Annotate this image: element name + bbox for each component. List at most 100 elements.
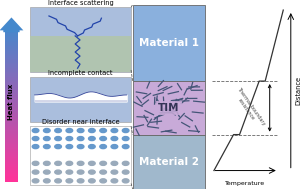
Bar xyxy=(5,28,18,29)
Bar xyxy=(5,121,18,122)
Circle shape xyxy=(100,161,106,165)
Bar xyxy=(5,91,18,93)
Bar xyxy=(5,175,18,177)
Bar xyxy=(5,93,18,94)
FancyArrow shape xyxy=(0,17,23,32)
Bar xyxy=(5,135,18,136)
Bar xyxy=(5,160,18,161)
Bar xyxy=(5,100,18,101)
Bar xyxy=(5,31,18,32)
Bar xyxy=(5,107,18,108)
Bar xyxy=(30,36,131,72)
Circle shape xyxy=(32,179,39,183)
Bar xyxy=(5,138,18,139)
Text: Heat flux: Heat flux xyxy=(8,84,14,120)
Bar xyxy=(5,99,18,100)
Bar xyxy=(5,63,18,64)
Bar xyxy=(5,89,18,90)
Bar xyxy=(5,84,18,85)
Text: Distance: Distance xyxy=(295,76,301,105)
Bar xyxy=(5,73,18,74)
Circle shape xyxy=(32,145,39,149)
Bar xyxy=(5,36,18,37)
Bar xyxy=(5,153,18,154)
Bar xyxy=(5,180,18,182)
Text: Temperature: Temperature xyxy=(225,181,265,186)
Circle shape xyxy=(55,179,61,183)
Bar xyxy=(5,59,18,60)
Text: Interface scattering: Interface scattering xyxy=(48,0,114,6)
Circle shape xyxy=(111,179,118,183)
Bar xyxy=(5,179,18,180)
Bar xyxy=(5,126,18,127)
Bar xyxy=(5,72,18,73)
Bar xyxy=(5,148,18,149)
Bar xyxy=(5,50,18,51)
Circle shape xyxy=(43,129,50,132)
Circle shape xyxy=(77,179,84,183)
Bar xyxy=(5,109,18,111)
Bar xyxy=(5,116,18,117)
Bar xyxy=(5,67,18,68)
Bar xyxy=(5,146,18,147)
Bar xyxy=(5,27,18,28)
Bar xyxy=(5,120,18,121)
Bar xyxy=(5,125,18,126)
Bar xyxy=(5,98,18,99)
Text: Material 2: Material 2 xyxy=(139,157,199,167)
Bar xyxy=(5,115,18,116)
Circle shape xyxy=(77,145,84,149)
Circle shape xyxy=(55,129,61,132)
Circle shape xyxy=(43,136,50,141)
Bar xyxy=(133,81,205,135)
Bar xyxy=(5,104,18,105)
Bar xyxy=(5,131,18,132)
Bar xyxy=(5,105,18,107)
Text: Incomplete contact: Incomplete contact xyxy=(48,70,113,77)
Bar xyxy=(5,58,18,59)
Bar xyxy=(5,69,18,70)
Circle shape xyxy=(43,179,50,183)
Bar xyxy=(5,101,18,103)
Circle shape xyxy=(122,170,129,174)
Bar xyxy=(5,132,18,134)
Circle shape xyxy=(32,170,39,174)
Bar xyxy=(5,124,18,125)
Bar xyxy=(5,140,18,142)
Bar xyxy=(133,135,205,189)
Circle shape xyxy=(122,179,129,183)
Circle shape xyxy=(122,161,129,165)
Text: Material 1: Material 1 xyxy=(139,38,199,48)
Bar xyxy=(5,162,18,163)
Bar xyxy=(5,173,18,174)
Bar xyxy=(5,130,18,131)
Text: Thermal boundary
resistance: Thermal boundary resistance xyxy=(231,86,266,129)
Circle shape xyxy=(55,145,61,149)
Bar xyxy=(5,167,18,169)
Bar xyxy=(5,171,18,173)
Bar xyxy=(5,163,18,165)
Circle shape xyxy=(55,170,61,174)
Bar xyxy=(5,103,18,104)
Bar xyxy=(5,161,18,162)
Bar xyxy=(5,46,18,47)
Bar xyxy=(5,174,18,175)
Bar xyxy=(5,60,18,62)
Circle shape xyxy=(77,136,84,141)
Bar xyxy=(5,177,18,178)
Circle shape xyxy=(111,161,118,165)
Circle shape xyxy=(122,136,129,141)
Bar xyxy=(5,33,18,34)
Bar xyxy=(5,70,18,72)
Bar xyxy=(5,90,18,91)
Bar xyxy=(5,53,18,54)
Bar xyxy=(30,126,131,185)
Bar xyxy=(5,34,18,36)
Bar xyxy=(5,96,18,98)
Circle shape xyxy=(32,129,39,132)
Circle shape xyxy=(88,161,95,165)
Bar xyxy=(5,68,18,69)
Bar xyxy=(5,77,18,78)
Bar xyxy=(5,54,18,55)
Bar xyxy=(5,51,18,53)
